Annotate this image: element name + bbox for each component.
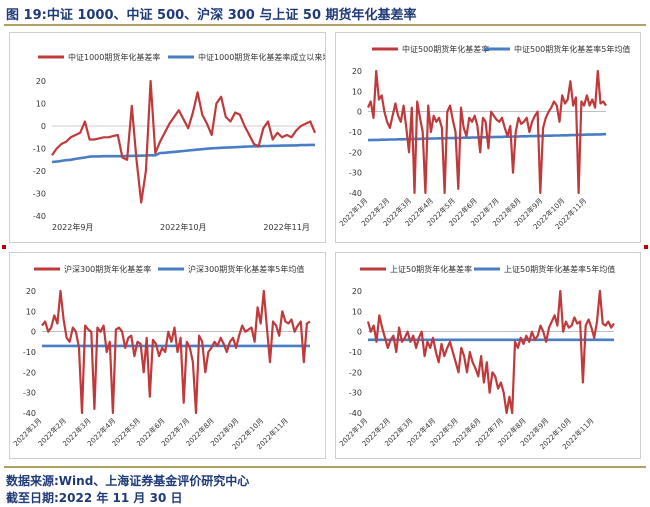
y-tick-label: -10 xyxy=(349,128,362,137)
y-tick-label: -30 xyxy=(349,169,362,178)
y-tick-label: -40 xyxy=(23,409,36,418)
source-note: 数据来源:Wind、上海证券基金评价研究中心 xyxy=(6,474,250,488)
y-tick-label: -20 xyxy=(349,148,362,157)
y-tick-label: 20 xyxy=(352,287,362,296)
y-tick-label: -10 xyxy=(23,348,36,357)
y-tick-label: -20 xyxy=(349,368,362,377)
legend-series1-label: 沪深300期货年化基差率 xyxy=(64,264,151,274)
x-tick-label: 2022年10月 xyxy=(160,222,207,232)
date-note: 截至日期:2022 年 11 月 30 日 xyxy=(6,491,183,505)
legend-series2-label: 沪深300期货年化基差率5年均值 xyxy=(188,264,304,274)
y-tick-label: -40 xyxy=(33,212,46,221)
y-tick-label: 20 xyxy=(36,77,46,86)
y-tick-label: 10 xyxy=(352,307,362,316)
y-tick-label: 10 xyxy=(36,100,46,109)
y-tick-label: -20 xyxy=(23,368,36,377)
y-tick-label: 10 xyxy=(26,307,36,316)
legend-series1-label: 中证500期货年化基差率 xyxy=(402,44,489,54)
y-tick-label: -30 xyxy=(349,389,362,398)
y-tick-label: -20 xyxy=(33,167,46,176)
chart-sse50: -40-30-20-10010202022年1月2022年2月2022年3月20… xyxy=(337,264,615,451)
series-line-basis xyxy=(51,79,317,204)
y-tick-label: -10 xyxy=(33,145,46,154)
legend-series2-label: 上证50期货年化基差率5年均值 xyxy=(504,264,615,274)
y-tick-label: -40 xyxy=(349,409,362,418)
chart-panel-csi300: -40 -30 -20 -10 0 10 20 2022年1月 2022年2月 2022年3月 20… xyxy=(9,252,326,459)
chart-panel-csi1000: -40 -30 -20 -10 0 10 20 2022年9月 2022年10月 2022年11月… xyxy=(9,32,326,243)
series-line-basis xyxy=(366,289,615,415)
y-tick-label: 20 xyxy=(352,67,362,76)
y-tick-label: -30 xyxy=(33,190,46,199)
series-line-mean xyxy=(51,143,315,164)
y-tick-label: 20 xyxy=(26,287,36,296)
figure-title: 图 19:中证 1000、中证 500、沪深 300 与上证 50 期货年化基差… xyxy=(6,8,417,23)
y-tick-label: 0 xyxy=(31,328,36,337)
chart-csi1000: -40 -30 -20 -10 0 10 20 2022年9月 2022年10月 2022年11月… xyxy=(33,52,325,232)
legend-series2-label: 中证500期货年化基差率5年均值 xyxy=(514,44,630,54)
chart-csi500: -40-30-20-10010202022年1月2022年2月2022年3月20… xyxy=(337,44,630,231)
legend-series1-label: 上证50期货年化基差率 xyxy=(390,264,472,274)
title-rule xyxy=(4,24,646,26)
legend-series2-label: 中证1000期货年化基差率成立以来均值 xyxy=(198,52,325,62)
y-tick-label: 0 xyxy=(41,122,46,131)
x-tick-label: 2022年11月 xyxy=(263,222,310,232)
y-tick-label: 0 xyxy=(357,108,362,117)
series-line-basis xyxy=(41,289,311,415)
footer-rule xyxy=(4,466,646,468)
y-tick-label: -40 xyxy=(349,189,362,198)
separator-dot-right xyxy=(644,245,648,249)
chart-panel-csi500: -40 -30 -20 -10 0 10 20 2022年1月 2022年2月 2022年3月 20… xyxy=(335,32,641,243)
chart-csi300: -40-30-20-10010202022年1月2022年2月2022年3月20… xyxy=(11,264,311,451)
y-tick-label: -30 xyxy=(23,389,36,398)
x-tick-label: 2022年9月 xyxy=(52,222,93,232)
series-line-basis xyxy=(366,69,607,195)
legend-series1-label: 中证1000期货年化基差率 xyxy=(68,52,160,62)
chart-panel-sse50: -40 -30 -20 -10 0 10 20 2022年1月 2022年2月 2022年3月 20… xyxy=(335,252,641,459)
separator-dot-left xyxy=(2,245,6,249)
y-tick-label: 0 xyxy=(357,328,362,337)
y-tick-label: 10 xyxy=(352,87,362,96)
y-tick-label: -10 xyxy=(349,348,362,357)
